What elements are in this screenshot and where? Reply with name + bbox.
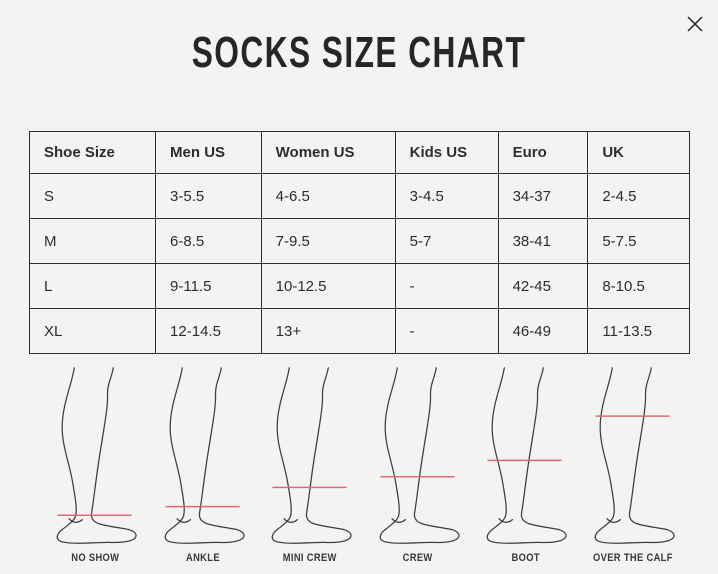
leg-illustration (56, 367, 137, 544)
column-header: Kids US (394, 131, 499, 174)
table-cell: S (28, 173, 157, 219)
table-cell: 9-11.5 (155, 263, 262, 309)
table-cell: 42-45 (497, 263, 589, 309)
table-cell: 13+ (260, 308, 396, 354)
sock-style-figure: BOOT (472, 366, 578, 564)
table-cell: 5-7 (394, 218, 499, 264)
table-cell: 11-13.5 (587, 308, 690, 354)
size-table-body: S 3-5.5 4-6.5 3-4.5 34-37 2-4.5 M 6-8.5 7-9.5 5-7… (28, 173, 690, 354)
table-cell: 10-12.5 (260, 263, 396, 309)
table-cell: 5-7.5 (587, 218, 690, 264)
sock-style-figure: MINI CREW (257, 366, 363, 564)
sock-style-label: OVER THE CALF (593, 552, 673, 564)
table-cell: 12-14.5 (155, 308, 262, 354)
column-header: Euro (497, 131, 589, 174)
size-table-header-row: Shoe Size Men US Women US Kids US Euro UK (28, 131, 690, 174)
size-table: Shoe Size Men US Women US Kids US Euro UK S 3-… (28, 131, 690, 354)
sock-styles-row: NO SHOW ANKLE MINI CREW CREW BOOT OVER THE CA… (42, 366, 686, 564)
table-cell: 2-4.5 (587, 173, 690, 219)
sock-style-label: BOOT (511, 552, 540, 564)
sock-style-label: ANKLE (185, 552, 220, 564)
leg-illustration (379, 367, 460, 544)
column-header: Women US (260, 131, 396, 174)
table-cell: 3-4.5 (394, 173, 499, 219)
sock-style-figure: ANKLE (150, 366, 256, 564)
table-row: L 9-11.5 10-12.5-42-45 8-10.5 (28, 263, 690, 309)
close-icon (687, 16, 703, 32)
leg-illustration (594, 367, 675, 544)
table-cell: 6-8.5 (155, 218, 262, 264)
table-cell: 3-5.5 (155, 173, 262, 219)
table-cell: - (394, 263, 499, 309)
table-cell: 38-41 (497, 218, 589, 264)
column-header: Shoe Size (28, 131, 157, 174)
sock-style-figure: NO SHOW (42, 366, 148, 564)
table-cell: 46-49 (497, 308, 589, 354)
sock-style-figure: OVER THE CALF (580, 366, 686, 564)
table-cell: - (394, 308, 499, 354)
column-header: UK (587, 131, 690, 174)
close-button[interactable] (683, 12, 707, 36)
table-cell: 4-6.5 (260, 173, 396, 219)
column-header: Men US (155, 131, 262, 174)
sock-style-figure: CREW (365, 366, 471, 564)
table-cell: 34-37 (497, 173, 589, 219)
table-cell: M (28, 218, 157, 264)
page-title: SOCKS SIZE CHART (191, 28, 527, 77)
leg-illustration (486, 367, 568, 544)
sock-style-label: MINI CREW (283, 552, 338, 564)
table-cell: XL (28, 308, 157, 354)
sock-style-label: CREW (402, 552, 433, 564)
table-cell: L (28, 263, 157, 309)
table-cell: 7-9.5 (260, 218, 396, 264)
table-cell: 8-10.5 (587, 263, 690, 309)
table-row: S 3-5.5 4-6.5 3-4.5 34-37 2-4.5 (28, 173, 690, 219)
sock-style-label: NO SHOW (70, 552, 120, 564)
leg-illustration (271, 367, 352, 544)
table-row: M 6-8.5 7-9.5 5-7 38-41 5-7.5 (28, 218, 690, 264)
leg-illustration (164, 367, 245, 544)
size-table-container: Shoe Size Men US Women US Kids US Euro UK S 3-… (28, 131, 690, 354)
table-row: XL 12-14.5 13+ -46-49 11-13.5 (28, 308, 690, 354)
